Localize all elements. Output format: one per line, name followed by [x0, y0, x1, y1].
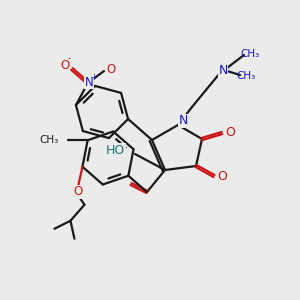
Text: HO: HO — [106, 143, 125, 157]
Text: +: + — [91, 73, 98, 82]
Text: O: O — [74, 185, 83, 198]
Text: CH₃: CH₃ — [236, 71, 256, 81]
Text: N: N — [218, 64, 228, 76]
Text: N: N — [178, 115, 188, 128]
Text: O: O — [217, 170, 227, 184]
Text: O: O — [225, 125, 235, 139]
Text: O: O — [60, 58, 70, 71]
Text: CH₃: CH₃ — [240, 49, 260, 59]
Text: N: N — [85, 76, 93, 88]
Text: -: - — [67, 55, 70, 64]
Text: O: O — [106, 62, 116, 76]
Text: CH₃: CH₃ — [39, 135, 58, 145]
